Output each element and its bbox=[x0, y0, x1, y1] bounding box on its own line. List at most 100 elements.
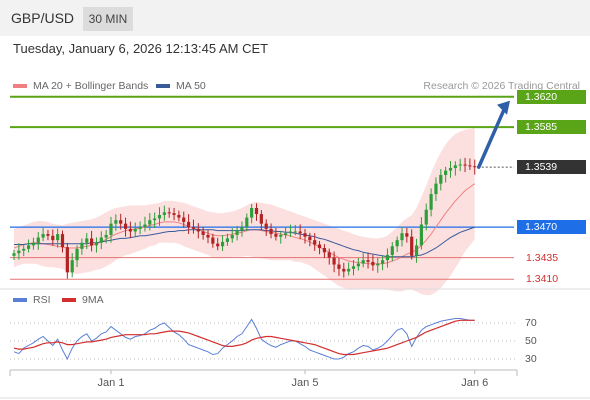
candle-body bbox=[177, 214, 181, 218]
candle-body bbox=[148, 220, 152, 225]
candle-body bbox=[104, 234, 108, 238]
candle-body bbox=[414, 245, 419, 256]
candle-body bbox=[385, 254, 390, 261]
candle-body bbox=[410, 236, 414, 256]
candle-body bbox=[308, 236, 312, 241]
bollinger-band-area bbox=[14, 128, 475, 295]
resistance-2-tag: 1.3620 bbox=[517, 89, 586, 104]
support-2-label: 1.3410 bbox=[526, 273, 559, 286]
candle-body bbox=[206, 234, 210, 238]
candle-body bbox=[444, 170, 448, 175]
pivot-tag: 1.3470 bbox=[517, 220, 586, 235]
x-label-jan5: Jan 5 bbox=[291, 377, 319, 389]
candle-body bbox=[269, 228, 273, 235]
candle-body bbox=[351, 266, 356, 269]
candle-body bbox=[220, 241, 225, 247]
candle-body bbox=[216, 243, 220, 247]
candle-body bbox=[347, 268, 351, 272]
candle-body bbox=[439, 174, 443, 184]
candle-body bbox=[36, 237, 40, 243]
support-1-label: 1.3435 bbox=[526, 251, 559, 264]
candle-body bbox=[187, 221, 191, 228]
candle-body bbox=[85, 238, 89, 243]
candle-body bbox=[114, 220, 118, 224]
legend-ma50: MA 50 bbox=[156, 80, 206, 92]
candle-body bbox=[337, 264, 341, 269]
candle-body bbox=[99, 237, 103, 243]
legend-9ma-label: 9MA bbox=[82, 294, 104, 306]
rsi-level-70: 70 bbox=[525, 317, 537, 329]
candle-body bbox=[133, 228, 137, 232]
candle-body bbox=[419, 224, 423, 246]
rsi-line bbox=[13, 318, 475, 361]
ma20-line bbox=[13, 183, 475, 265]
candle-body bbox=[167, 212, 171, 214]
candle-body bbox=[119, 220, 123, 224]
candle-body bbox=[46, 234, 50, 236]
candle-body bbox=[463, 164, 467, 166]
candle-body bbox=[138, 227, 142, 229]
ma20-swatch bbox=[13, 84, 27, 88]
candle-body bbox=[31, 242, 35, 246]
candle-body bbox=[17, 250, 21, 254]
candle-body bbox=[361, 260, 365, 264]
candle-body bbox=[211, 237, 215, 244]
candle-body bbox=[94, 242, 99, 246]
candle-body bbox=[235, 230, 239, 235]
candle-body bbox=[371, 261, 375, 266]
candle-body bbox=[230, 234, 234, 239]
candle-body bbox=[424, 209, 428, 225]
candle-body bbox=[191, 227, 196, 229]
candle-body bbox=[284, 233, 288, 235]
candle-body bbox=[356, 263, 360, 267]
candle-body bbox=[327, 252, 331, 258]
x-label-jan6: Jan 6 bbox=[461, 377, 489, 389]
candle-body bbox=[153, 218, 157, 221]
forecast-arrow-head bbox=[497, 100, 510, 115]
x-label-jan1: Jan 1 bbox=[97, 377, 125, 389]
rsi-ma9-line bbox=[13, 319, 475, 356]
candle-body bbox=[473, 166, 477, 168]
rsi-level-30: 30 bbox=[525, 353, 537, 365]
candle-body bbox=[405, 233, 409, 237]
current-price-tag: 1.3539 bbox=[517, 160, 586, 175]
candle-body bbox=[182, 217, 186, 222]
candle-body bbox=[303, 233, 307, 237]
legend-ma50-label: MA 50 bbox=[176, 80, 206, 92]
ma50-swatch bbox=[156, 84, 170, 88]
chart-header: GBP/USD 30 MIN bbox=[0, 0, 590, 36]
candle-body bbox=[225, 238, 229, 242]
rsi-level-50: 50 bbox=[525, 335, 537, 347]
ma9-swatch bbox=[62, 298, 76, 302]
candle-body bbox=[313, 240, 317, 245]
candle-body bbox=[65, 247, 69, 273]
candle-body bbox=[448, 168, 453, 171]
research-credit: Research © 2026 Trading Central bbox=[423, 80, 580, 92]
candle-body bbox=[468, 165, 472, 167]
candle-body bbox=[157, 214, 162, 219]
candle-body bbox=[317, 244, 322, 248]
candle-body bbox=[293, 231, 297, 233]
rsi-swatch bbox=[13, 298, 27, 302]
candle-body bbox=[90, 238, 94, 246]
candle-body bbox=[162, 212, 166, 215]
candle-body bbox=[70, 260, 74, 273]
candle-body bbox=[288, 231, 293, 234]
candle-body bbox=[123, 223, 128, 229]
candle-body bbox=[381, 260, 385, 264]
candle-body bbox=[26, 245, 31, 249]
candle-body bbox=[429, 194, 433, 210]
candle-body bbox=[400, 233, 404, 241]
candle-body bbox=[60, 234, 65, 248]
candle-body bbox=[75, 248, 79, 261]
candle-body bbox=[264, 223, 268, 229]
timeframe-badge[interactable]: 30 MIN bbox=[83, 7, 133, 31]
candle-body bbox=[22, 248, 26, 251]
legend-rsi: RSI bbox=[13, 294, 51, 306]
candle-body bbox=[342, 268, 346, 272]
candle-body bbox=[12, 253, 16, 256]
candle-body bbox=[322, 248, 326, 253]
forecast-arrow-shaft bbox=[477, 107, 506, 169]
candle-body bbox=[56, 234, 60, 241]
